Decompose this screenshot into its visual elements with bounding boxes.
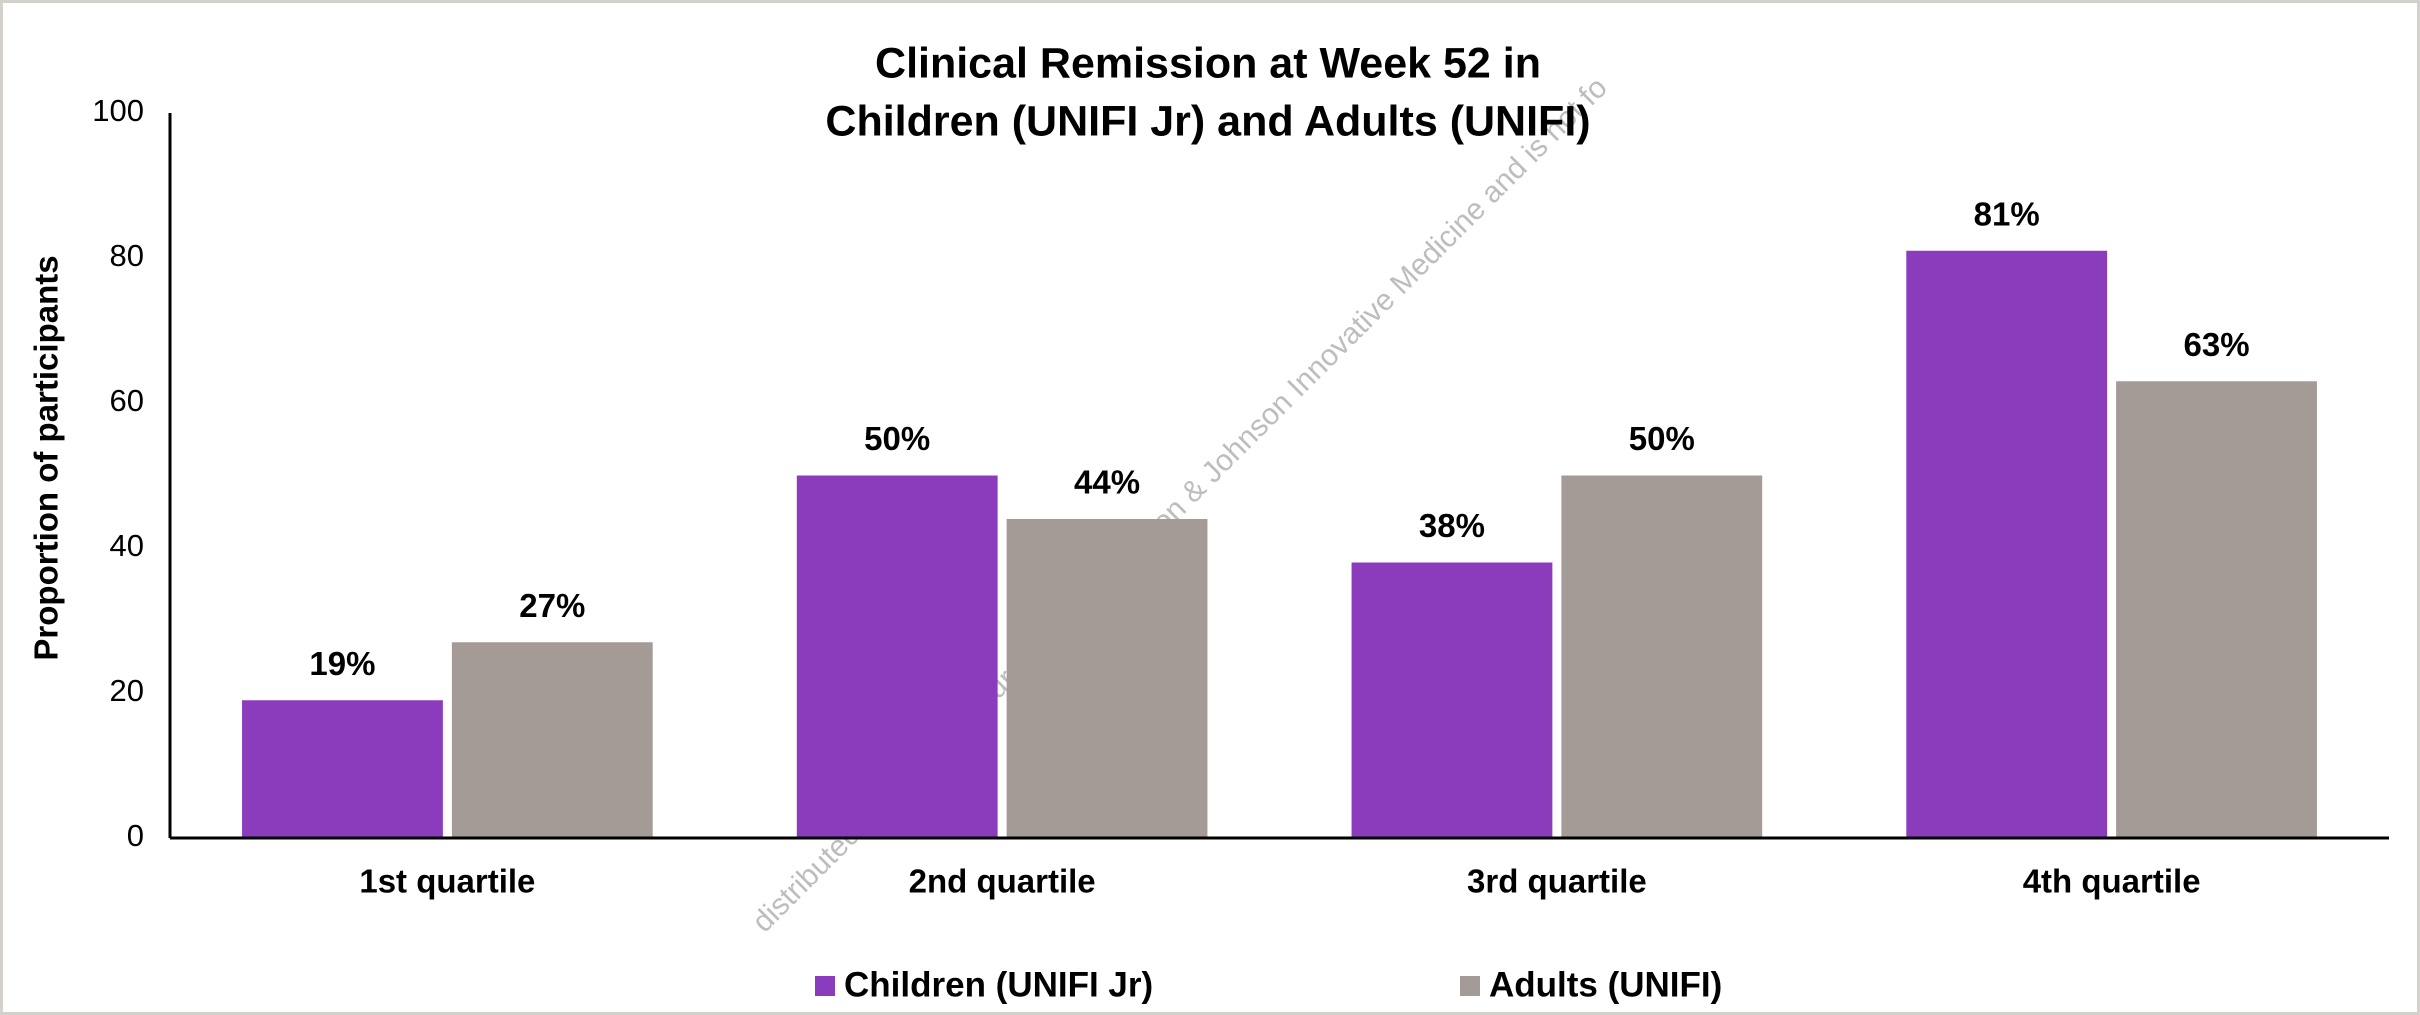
legend-label: Adults (UNIFI) <box>1489 965 1722 1004</box>
data-label: 27% <box>519 587 585 624</box>
y-tick-label: 80 <box>110 238 144 273</box>
bar <box>451 642 653 838</box>
legend-swatch <box>1460 976 1480 996</box>
y-tick-label: 0 <box>127 818 144 853</box>
y-tick-label: 40 <box>110 528 144 563</box>
data-label: 38% <box>1419 507 1485 544</box>
x-tick-label: 4th quartile <box>2023 863 2201 900</box>
bar <box>2116 381 2317 838</box>
bar <box>1006 519 1208 838</box>
data-label: 50% <box>864 420 930 457</box>
legend-label: Children (UNIFI Jr) <box>844 965 1153 1004</box>
chart-title: Children (UNIFI Jr) and Adults (UNIFI) <box>825 97 1590 145</box>
y-axis-label: Proportion of participants <box>28 255 65 660</box>
x-tick-label: 3rd quartile <box>1467 863 1647 900</box>
bar <box>242 700 443 838</box>
data-label: 50% <box>1629 420 1695 457</box>
data-label: 19% <box>309 645 375 682</box>
bar <box>1561 475 1763 838</box>
legend-swatch <box>815 976 835 996</box>
data-label: 63% <box>2184 326 2250 363</box>
data-label: 44% <box>1074 464 1140 501</box>
bar <box>796 475 998 838</box>
bar <box>1906 250 2108 838</box>
data-label: 81% <box>1974 195 2040 232</box>
y-tick-label: 60 <box>110 383 144 418</box>
y-tick-label: 100 <box>92 93 144 128</box>
x-tick-label: 1st quartile <box>359 863 535 900</box>
x-tick-label: 2nd quartile <box>909 863 1096 900</box>
y-tick-label: 20 <box>110 673 144 708</box>
bar <box>1351 562 1553 838</box>
chart-title: Clinical Remission at Week 52 in <box>875 39 1541 87</box>
